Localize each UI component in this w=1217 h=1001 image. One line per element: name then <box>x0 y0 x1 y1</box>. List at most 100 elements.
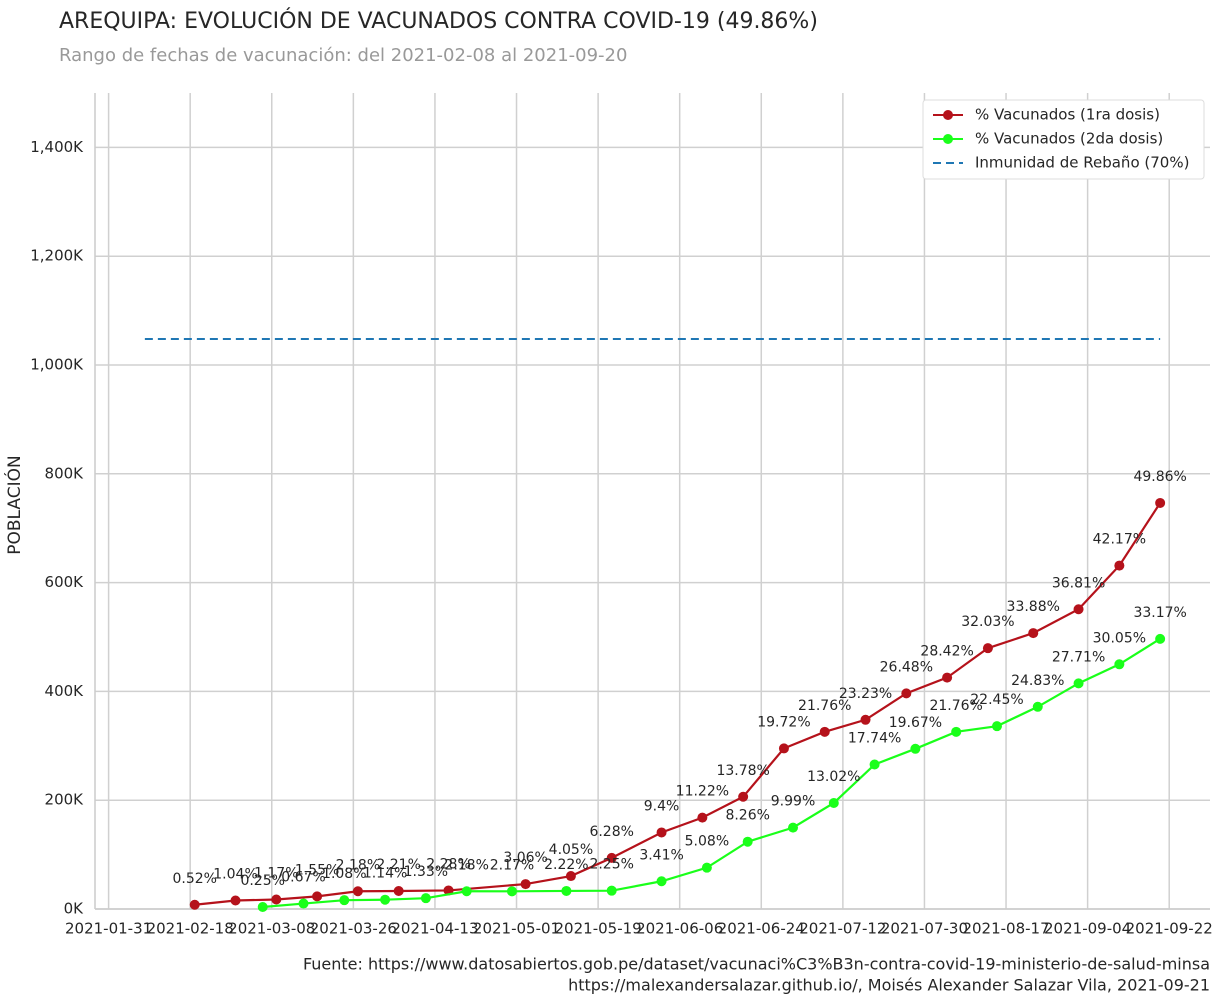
point <box>1073 604 1084 615</box>
point-label: 19.67% <box>889 715 942 731</box>
point <box>393 885 404 896</box>
point-label: 0.52% <box>172 871 216 887</box>
y-tick-label: 400K <box>45 682 85 700</box>
x-tick-label: 2021-09-22 <box>1126 920 1213 938</box>
point-label: 36.81% <box>1052 575 1105 591</box>
point <box>298 898 309 909</box>
point <box>520 879 531 890</box>
point-label: 11.22% <box>676 784 729 800</box>
point <box>738 791 749 802</box>
point-label: 8.26% <box>725 808 769 824</box>
point <box>1114 560 1125 571</box>
y-tick-label: 200K <box>45 791 85 809</box>
point <box>1155 497 1166 508</box>
point-label: 32.03% <box>961 614 1014 630</box>
point-label: 23.23% <box>839 686 892 702</box>
point-label: 1.33% <box>404 864 448 880</box>
point-label: 2.22% <box>544 857 588 873</box>
point-label: 1.17% <box>254 865 298 881</box>
point-label: 21.76% <box>929 698 982 714</box>
footer: https://malexandersalazar.github.io/, Mo… <box>568 976 1210 995</box>
legend-label: % Vacunados (1ra dosis) <box>975 106 1160 124</box>
point <box>1155 633 1166 644</box>
point-label: 33.17% <box>1133 605 1186 621</box>
point-label: 28.42% <box>920 644 973 660</box>
legend-label: % Vacunados (2da dosis) <box>975 130 1163 148</box>
point <box>942 672 953 683</box>
legend-label: Inmunidad de Rebaño (70%) <box>975 154 1189 172</box>
point-label: 3.41% <box>639 847 683 863</box>
point <box>1073 678 1084 689</box>
x-tick-label: 2021-03-08 <box>228 920 315 938</box>
point <box>506 886 517 897</box>
point <box>1028 628 1039 639</box>
point-label: 2.28% <box>426 856 470 872</box>
point-label: 1.14% <box>363 866 407 882</box>
point <box>380 894 391 905</box>
x-tick-label: 2021-05-01 <box>473 920 560 938</box>
y-tick-label: 600K <box>45 573 85 591</box>
point <box>271 894 282 905</box>
point-label: 2.25% <box>589 857 633 873</box>
point <box>561 885 572 896</box>
point <box>742 836 753 847</box>
point-label: 1.55% <box>295 862 339 878</box>
y-tick-label: 0K <box>64 900 85 918</box>
point-label: 1.08% <box>322 866 366 882</box>
x-tick-label: 2021-04-13 <box>391 920 478 938</box>
point <box>860 714 871 725</box>
point-label: 5.08% <box>685 834 729 850</box>
point <box>982 643 993 654</box>
legend-marker <box>943 134 953 144</box>
point <box>339 895 350 906</box>
y-tick-label: 800K <box>45 464 85 482</box>
point <box>656 827 667 838</box>
point <box>991 721 1002 732</box>
point-label: 2.17% <box>490 857 534 873</box>
point-label: 2.21% <box>376 857 420 873</box>
point <box>352 886 363 897</box>
point <box>910 743 921 754</box>
legend-marker <box>943 110 953 120</box>
point <box>230 895 241 906</box>
x-tick-label: 2021-07-12 <box>799 920 886 938</box>
y-tick-label: 1,000K <box>30 356 84 374</box>
x-tick-label: 2021-06-06 <box>636 920 723 938</box>
point <box>312 891 323 902</box>
point-label: 19.72% <box>757 714 810 730</box>
point-label: 42.17% <box>1093 532 1146 548</box>
x-tick-label: 2021-03-26 <box>310 920 397 938</box>
point <box>819 726 830 737</box>
point-label: 24.83% <box>1011 673 1064 689</box>
point-label: 9.99% <box>771 794 815 810</box>
point-label: 3.06% <box>503 850 547 866</box>
point-label: 30.05% <box>1093 630 1146 646</box>
point-label: 0.25% <box>240 873 284 889</box>
point-label: 13.78% <box>716 763 769 779</box>
x-tick-label: 2021-06-24 <box>718 920 805 938</box>
point <box>701 862 712 873</box>
point <box>606 852 617 863</box>
point <box>1032 701 1043 712</box>
point-label: 2.18% <box>336 857 380 873</box>
y-tick-label: 1,200K <box>30 247 84 265</box>
point-label: 0.67% <box>281 870 325 886</box>
point-label: 6.28% <box>589 824 633 840</box>
point-label: 21.76% <box>798 698 851 714</box>
point <box>565 871 576 882</box>
point <box>697 812 708 823</box>
point <box>257 901 268 912</box>
chart-subtitle: Rango de fechas de vacunación: del 2021-… <box>59 45 627 66</box>
point-label: 4.05% <box>549 842 593 858</box>
point <box>461 886 472 897</box>
x-tick-label: 2021-01-31 <box>65 920 152 938</box>
point-label: 26.48% <box>880 659 933 675</box>
point <box>869 759 880 770</box>
point <box>778 743 789 754</box>
point-label: 49.86% <box>1133 469 1186 485</box>
point <box>788 822 799 833</box>
point <box>656 876 667 887</box>
x-tick-label: 2021-09-04 <box>1044 920 1131 938</box>
point <box>901 688 912 699</box>
point-label: 1.04% <box>213 867 257 883</box>
